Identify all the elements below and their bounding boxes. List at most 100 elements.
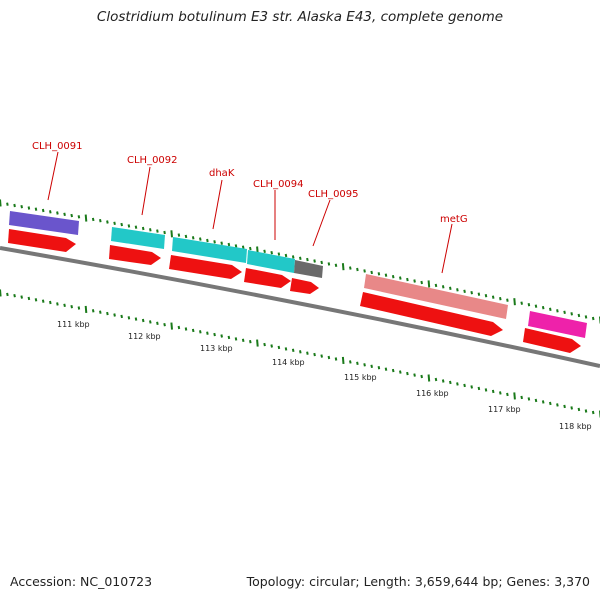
minor-tick [413,279,416,283]
minor-tick [491,389,495,394]
minor-tick [406,277,409,282]
genome-summary-text: Topology: circular; Length: 3,659,644 bp… [246,574,590,589]
minor-tick [541,400,545,404]
minor-tick [441,285,445,289]
minor-tick [299,350,302,354]
minor-tick [184,234,188,239]
minor-tick [149,320,152,324]
minor-tick [299,256,302,260]
feature-dhak-cyan[interactable] [172,237,247,263]
minor-tick [213,240,216,244]
feature-clh-0095-gray[interactable] [294,260,323,278]
minor-tick [506,392,509,397]
minor-tick [577,313,581,318]
minor-tick [34,207,38,211]
gene-label-clh-0094[interactable]: CLH_0094 [253,179,304,190]
minor-tick [327,355,331,360]
label-leaders [47,151,453,274]
cds-arrow[interactable] [109,245,161,265]
minor-tick [327,262,331,266]
minor-tick [349,360,352,364]
cds-arrow[interactable] [169,255,242,279]
leader-line [212,179,223,230]
minor-tick [249,340,252,344]
gene-label-clh-0091[interactable]: CLH_0091 [32,141,83,152]
minor-tick [184,327,188,331]
gene-label-dhak[interactable]: dhaK [209,168,235,179]
minor-tick [56,302,59,306]
minor-tick [263,342,266,347]
minor-tick [463,383,466,388]
minor-tick [456,382,459,386]
cds-arrow[interactable] [244,268,291,288]
minor-tick [191,328,195,333]
minor-tick [49,300,52,305]
minor-tick [120,314,123,319]
minor-tick [249,246,252,251]
minor-tick [563,404,566,409]
minor-tick [434,283,438,288]
minor-tick [384,273,388,277]
minor-tick [241,245,245,249]
minor-tick [456,288,459,292]
feature-clh-0092-cyan[interactable] [111,227,165,249]
major-tick [84,305,88,313]
minor-tick [156,229,159,233]
minor-tick [470,385,473,389]
cds-arrow[interactable] [290,278,319,294]
lower-tick-row [0,289,600,418]
minor-tick [206,331,209,335]
minor-tick [91,309,95,313]
minor-tick [77,215,81,219]
minor-tick [449,286,452,290]
minor-tick [177,325,181,330]
minor-tick [227,335,231,340]
minor-tick [449,380,452,385]
major-tick [84,214,88,222]
minor-tick [284,253,288,258]
scale-label-115-kbp: 115 kbp [344,373,377,382]
cds-arrow[interactable] [523,328,581,353]
minor-tick [41,299,45,303]
minor-tick [420,280,423,285]
cds-arrow[interactable] [8,229,76,252]
minor-tick [399,370,402,374]
minor-tick [263,249,266,253]
upper-tick-row [0,199,600,324]
scale-label-111-kbp: 111 kbp [57,320,90,329]
minor-tick [134,225,138,229]
minor-tick [506,298,509,302]
minor-tick [463,289,466,293]
minor-tick [399,276,402,280]
minor-tick [556,309,559,313]
gene-label-metg[interactable]: metG [440,214,468,225]
minor-tick [584,409,588,413]
feature-magenta[interactable] [528,311,587,338]
gene-label-clh-0095[interactable]: CLH_0095 [308,189,359,200]
minor-tick [477,386,481,391]
minor-tick [563,310,566,314]
major-tick [427,280,431,288]
minor-tick [406,371,409,376]
minor-tick [113,221,116,225]
feature-clh-0091-purple[interactable] [9,211,79,235]
cds-arrow[interactable] [360,292,503,336]
gene-label-clh-0092[interactable]: CLH_0092 [127,155,178,166]
minor-tick [163,323,166,327]
scale-label-113-kbp: 113 kbp [200,344,233,353]
minor-tick [441,379,445,383]
minor-tick [70,305,73,309]
minor-tick [363,363,366,367]
minor-tick [549,307,552,311]
minor-tick [241,338,245,342]
minor-tick [177,233,181,237]
feature-track [9,211,587,338]
major-tick [170,230,173,238]
minor-tick [334,357,338,361]
feature-metg-salmon[interactable] [364,274,508,319]
major-tick [0,199,2,207]
minor-tick [227,242,231,247]
feature-clh-0094-cyan[interactable] [247,250,295,273]
minor-tick [234,337,238,341]
